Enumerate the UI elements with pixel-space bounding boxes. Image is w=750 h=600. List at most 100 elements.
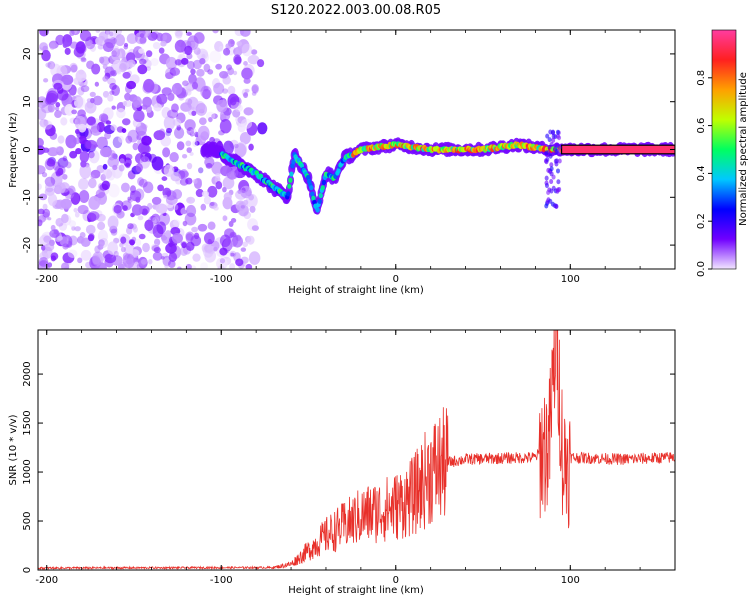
spectrogram-noise-blob xyxy=(230,218,237,223)
spectrogram-noise-blob xyxy=(97,229,109,243)
spectrogram-noise-blob xyxy=(229,97,237,106)
spectrogram-noise-blob xyxy=(185,263,192,269)
spectrogram-noise-blob xyxy=(65,134,77,149)
spectrogram-noise-blob xyxy=(70,64,78,73)
spectrogram-noise-blob xyxy=(55,102,61,108)
spectrogram-noise-blob xyxy=(176,141,185,151)
spectrogram-noise-blob xyxy=(215,172,221,178)
spectrogram-noise-blob xyxy=(121,128,127,133)
spectrogram-noise-blob xyxy=(215,63,223,70)
spectrogram-noise-blob xyxy=(110,228,118,236)
spectrogram-noise-blob xyxy=(57,135,65,144)
spectrogram-noise-blob xyxy=(201,190,210,197)
spectrogram-noise-blob xyxy=(41,245,46,251)
spectrogram-noise-blob xyxy=(41,172,48,178)
snr-x-tick-label: 0 xyxy=(393,575,399,586)
spectrogram-noise-blob xyxy=(195,102,208,116)
spectrogram-noise-blob xyxy=(162,212,167,217)
spectrogram-burst-blob xyxy=(551,137,556,143)
spectrogram-noise-blob xyxy=(184,45,193,56)
spectrogram-noise-blob xyxy=(119,242,124,248)
spectrogram-noise-blob xyxy=(90,174,95,179)
spectrogram-noise-blob xyxy=(135,111,144,120)
spectrogram-noise-blob xyxy=(54,165,66,176)
spectrogram-noise-blob xyxy=(45,124,56,137)
colorbar-ticks: 0.0 0.2 0.4 0.6 0.8 xyxy=(696,70,712,277)
spectrogram-noise-blob xyxy=(242,241,249,248)
spectrogram-noise-blob xyxy=(102,168,113,179)
spectrogram-noise-blob xyxy=(155,203,168,214)
spectrogram-noise-blob xyxy=(204,157,215,168)
spectrogram-noise-blob xyxy=(92,253,103,266)
spectrogram-noise-blob xyxy=(140,151,150,163)
spectrogram-noise-blob xyxy=(153,130,166,141)
spectrogram-burst-blob xyxy=(545,133,550,139)
spectrogram-noise-blob xyxy=(234,56,242,65)
spectrogram-noise-blob xyxy=(118,135,124,143)
spectrogram-noise-blob xyxy=(236,41,242,47)
spectrogram-noise-blob xyxy=(138,30,151,38)
spectrogram-noise-blob xyxy=(190,128,197,136)
spectrogram-steady-band xyxy=(560,144,675,155)
spectrogram-noise-blob xyxy=(44,242,55,252)
spectrogram-noise-blob xyxy=(137,215,144,221)
spectrogram-noise-blob xyxy=(123,100,132,107)
spectrogram-noise-blob xyxy=(77,86,85,96)
spectrogram-noise-blob xyxy=(102,76,109,82)
spectrogram-noise-blob xyxy=(122,118,131,126)
spectrogram-noise-blob xyxy=(38,96,48,109)
spectrogram-noise-blob xyxy=(172,189,183,200)
spectrogram-noise-blob xyxy=(139,33,145,38)
spectrogram-noise-blob xyxy=(100,146,112,158)
spectrogram-noise-blob xyxy=(39,30,49,37)
spectrogram-noise-blob xyxy=(208,117,213,123)
spectrogram-noise-blob xyxy=(166,127,173,134)
spectrogram-noise-blob xyxy=(241,43,253,57)
spectrogram-noise-blob xyxy=(42,147,50,153)
spectrogram-noise-blob xyxy=(200,262,208,269)
spectrogram-noise-blob xyxy=(70,142,76,149)
spectrogram-noise-blob xyxy=(67,249,78,259)
spectrogram-noise-blob xyxy=(62,173,68,180)
spectrogram-noise-blob xyxy=(64,47,71,55)
spectrogram-noise-blob xyxy=(106,30,117,40)
spectrogram-noise-blob xyxy=(99,237,109,248)
spectrogram-noise-blob xyxy=(197,223,208,232)
spectrogram-burst-blob xyxy=(556,168,561,174)
spectrogram-noise-blob xyxy=(84,100,97,114)
spectrogram-noise-blob xyxy=(127,196,132,201)
spectrogram-noise-blob xyxy=(105,120,112,125)
spectrogram-x-tick-label: -200 xyxy=(35,274,58,285)
spectrogram-noise-blob xyxy=(247,54,260,65)
spectrogram-burst-blob xyxy=(551,185,556,191)
spectrogram-noise-blob xyxy=(80,249,92,261)
spectrogram-noise-blob xyxy=(91,63,101,75)
spectrogram-noise-blob xyxy=(54,106,60,111)
spectrogram-noise-blob xyxy=(243,92,249,99)
spectrogram-noise-blob xyxy=(44,176,56,187)
spectrogram-noise-blob xyxy=(249,205,256,213)
spectrogram-ridge-core xyxy=(288,177,293,183)
spectrogram-ridge-core xyxy=(291,159,296,165)
colorbar-tick-label: 0.8 xyxy=(696,70,707,86)
spectrogram-noise-blob xyxy=(55,146,61,152)
spectrogram-noise-blob xyxy=(141,135,152,146)
spectrogram-noise-blob xyxy=(80,160,87,168)
spectrogram-noise-blob xyxy=(75,147,82,155)
spectrogram-noise-blob xyxy=(168,252,178,263)
spectrogram-noise-blob xyxy=(175,31,183,39)
spectrogram-noise-blob xyxy=(53,82,63,90)
spectrogram-noise-blob xyxy=(169,152,179,163)
spectrogram-noise-blob xyxy=(203,232,215,245)
spectrogram-noise-blob xyxy=(211,161,223,175)
spectrogram-noise-blob xyxy=(102,41,114,53)
spectrogram-noise-blob xyxy=(256,59,265,68)
spectrogram-noise-blob xyxy=(186,147,192,153)
spectrogram-x-tick-label: 0 xyxy=(393,274,399,285)
spectrogram-noise-blob xyxy=(39,251,49,261)
spectrogram-noise-blob xyxy=(194,131,199,138)
spectrogram-noise-blob xyxy=(235,189,247,200)
spectrogram-noise-blob xyxy=(125,135,133,144)
spectrogram-noise-blob xyxy=(85,36,96,50)
